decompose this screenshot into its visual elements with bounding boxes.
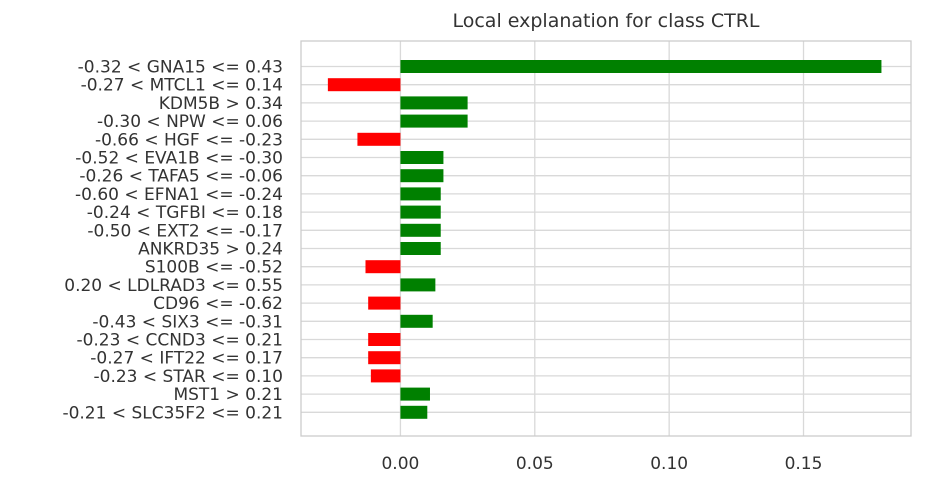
bar (400, 169, 444, 183)
bar (400, 187, 441, 201)
y-tick-label: -0.32 < GNA15 <= 0.43 (78, 58, 283, 78)
y-tick-label: -0.52 < EVA1B <= -0.30 (75, 149, 283, 169)
bar (368, 351, 401, 365)
bar (400, 205, 441, 219)
y-tick-label: MST1 > 0.21 (173, 385, 283, 405)
bar (400, 60, 882, 73)
bar (400, 96, 468, 110)
y-tick-label: 0.20 < LDLRAD3 <= 0.55 (64, 276, 283, 296)
y-tick-label: -0.30 < NPW <= 0.06 (97, 112, 283, 132)
y-tick-label: -0.60 < EFNA1 <= -0.24 (75, 185, 283, 205)
bar (357, 132, 401, 146)
x-tick-label: 0.10 (650, 454, 688, 474)
y-tick-label: CD96 <= -0.62 (153, 294, 283, 314)
x-tick-label: 0.00 (381, 454, 419, 474)
y-tick-label: S100B <= -0.52 (145, 258, 283, 278)
chart-title: Local explanation for class CTRL (452, 10, 759, 32)
bar (400, 278, 436, 292)
y-tick-label: -0.27 < IFT22 <= 0.17 (90, 349, 283, 369)
bar (327, 78, 401, 92)
y-tick-label: -0.66 < HGF <= -0.23 (95, 130, 283, 150)
bar (400, 223, 441, 237)
plot-frame (300, 40, 912, 437)
y-tick-label: -0.23 < CCND3 <= 0.21 (76, 331, 283, 351)
y-tick-label: -0.27 < MTCL1 <= 0.14 (81, 76, 283, 96)
bar (400, 405, 428, 419)
y-tick-label: -0.23 < STAR <= 0.10 (94, 367, 283, 387)
y-tick-label: -0.26 < TAFA5 <= -0.06 (79, 167, 283, 187)
y-tick-label: -0.24 < TGFBI <= 0.18 (87, 203, 283, 223)
bar (400, 114, 468, 128)
bar (368, 296, 401, 310)
bars-layer (327, 60, 882, 419)
y-tick-labels: -0.32 < GNA15 <= 0.43-0.27 < MTCL1 <= 0.… (62, 58, 283, 424)
y-tick-label: ANKRD35 > 0.24 (138, 240, 283, 260)
bar (400, 151, 444, 164)
y-tick-label: -0.43 < SIX3 <= -0.31 (92, 312, 283, 332)
bar (400, 387, 430, 401)
bar (368, 333, 401, 346)
y-tick-label: -0.21 < SLC35F2 <= 0.21 (62, 403, 283, 423)
bar (365, 260, 401, 274)
x-tick-label: 0.05 (516, 454, 554, 474)
bar (400, 314, 433, 328)
x-tick-labels: 0.00 0.05 0.10 0.15 (381, 454, 822, 474)
bar (400, 242, 441, 255)
y-tick-label: -0.50 < EXT2 <= -0.17 (87, 221, 283, 241)
y-tick-label: KDM5B > 0.34 (159, 94, 283, 114)
x-tick-label: 0.15 (785, 454, 823, 474)
bar (370, 369, 401, 383)
